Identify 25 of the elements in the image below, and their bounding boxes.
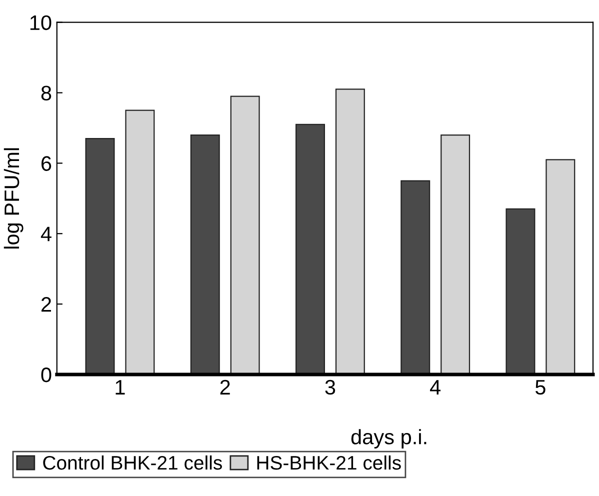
y-tick-label: 2 [42, 297, 51, 312]
bar [546, 159, 576, 374]
legend-label: HS-BHK-21 cells [257, 455, 401, 470]
bar [190, 134, 220, 374]
bar [400, 180, 430, 374]
bar [335, 88, 365, 374]
bar [85, 138, 115, 374]
bar [295, 124, 325, 374]
y-tick-label: 0 [41, 367, 52, 382]
bar [440, 134, 470, 374]
bar [125, 110, 155, 374]
y-tick-label: 6 [42, 156, 52, 171]
x-tick-label: 5 [535, 380, 546, 395]
bar [230, 96, 260, 374]
y-tick-label: 10 [30, 15, 52, 30]
x-axis-title: days p.i. [351, 429, 426, 448]
x-tick-label: 3 [325, 380, 336, 395]
x-tick-label: 1 [116, 380, 125, 394]
bar [506, 208, 536, 374]
x-tick-label: 4 [430, 380, 441, 394]
y-tick-label: 8 [41, 86, 52, 101]
legend-label: Control BHK-21 cells [43, 455, 222, 470]
y-tick-label: 4 [40, 226, 52, 242]
y-axis-title: log PFU/ml [4, 148, 24, 249]
x-tick-label: 2 [220, 380, 230, 394]
